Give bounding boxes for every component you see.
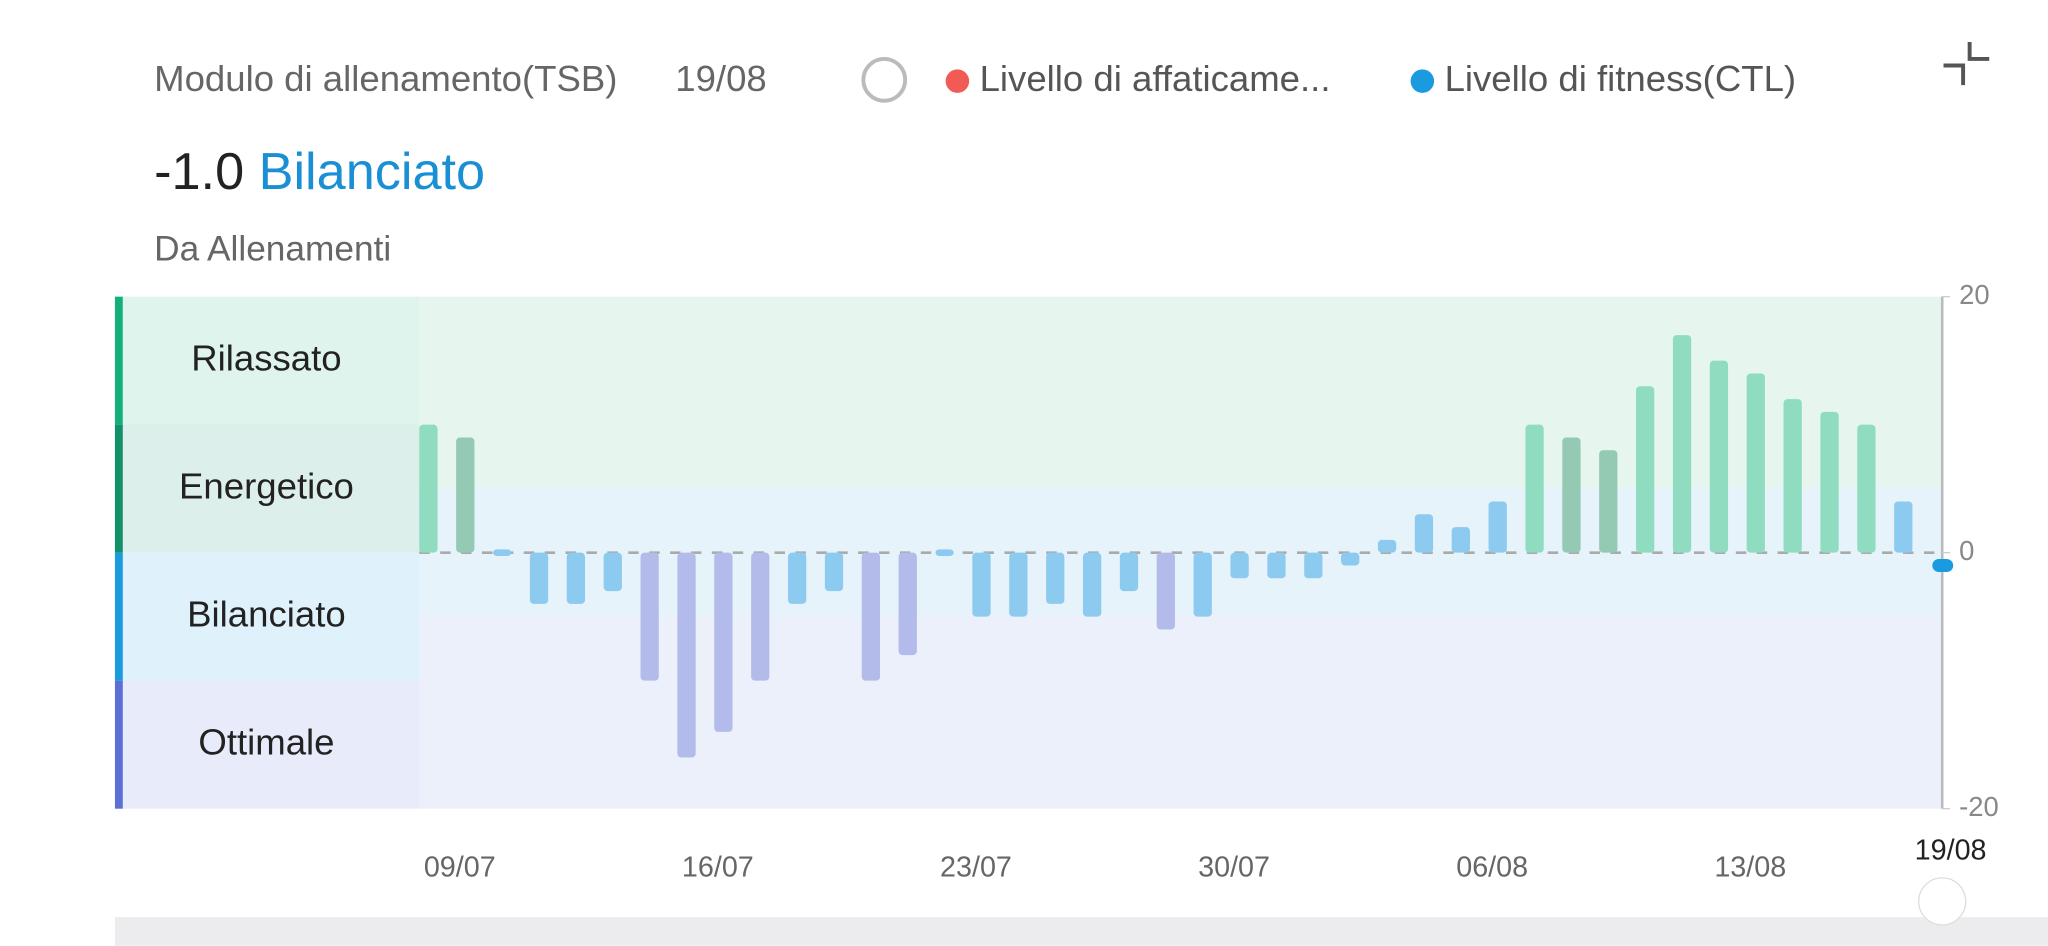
bar bbox=[419, 424, 438, 553]
bar bbox=[1046, 552, 1065, 604]
bar bbox=[1156, 552, 1175, 630]
tsb-status: Bilanciato bbox=[259, 143, 486, 201]
scroll-handle[interactable] bbox=[1918, 877, 1967, 926]
x-tick-label: 23/07 bbox=[940, 851, 1012, 883]
zone-strip bbox=[114, 680, 123, 809]
bar bbox=[456, 437, 475, 553]
legend-label[interactable]: Livello di fitness(CTL) bbox=[1445, 58, 1797, 99]
zone-strip bbox=[114, 552, 123, 681]
bar bbox=[1304, 552, 1323, 579]
y-tick-label: 0 bbox=[1959, 535, 1974, 566]
bar bbox=[861, 552, 881, 681]
bar bbox=[1525, 424, 1544, 553]
bar bbox=[935, 549, 954, 556]
bar bbox=[1894, 501, 1913, 553]
band bbox=[419, 615, 1943, 809]
bar bbox=[1599, 450, 1618, 553]
x-tick-label: 16/07 bbox=[682, 851, 754, 883]
bar bbox=[1746, 373, 1765, 553]
bar bbox=[824, 552, 844, 592]
bar bbox=[972, 552, 991, 617]
zone-bg bbox=[114, 424, 420, 553]
zone-strip bbox=[114, 424, 123, 553]
bar bbox=[603, 552, 622, 592]
bar bbox=[751, 552, 770, 681]
bar bbox=[1193, 552, 1212, 617]
current-marker bbox=[1932, 558, 1954, 573]
bar bbox=[1119, 552, 1139, 592]
bar bbox=[1377, 539, 1397, 553]
collapse-icon[interactable] bbox=[1943, 41, 1990, 86]
legend-dot bbox=[945, 69, 970, 93]
zone-bg bbox=[114, 552, 420, 681]
bar bbox=[1709, 360, 1729, 553]
legend-label[interactable]: Livello di affaticame... bbox=[980, 58, 1331, 99]
x-tick-label: 06/08 bbox=[1456, 851, 1528, 883]
x-tick-label: 13/08 bbox=[1714, 851, 1786, 883]
bar bbox=[898, 552, 917, 656]
bar bbox=[1562, 437, 1581, 553]
x-tick-label: 19/08 bbox=[1915, 834, 1987, 866]
zone-label: Ottimale bbox=[198, 721, 334, 762]
bar bbox=[1783, 399, 1802, 553]
bar bbox=[677, 552, 696, 758]
bar bbox=[640, 552, 659, 681]
x-tick-label: 30/07 bbox=[1198, 851, 1270, 883]
toggle[interactable] bbox=[861, 56, 908, 103]
x-tick-label: 09/07 bbox=[424, 851, 496, 883]
bar bbox=[1267, 552, 1286, 579]
bar bbox=[1230, 552, 1249, 579]
date: 19/08 bbox=[675, 58, 767, 99]
bar bbox=[1488, 501, 1507, 553]
zone-label: Rilassato bbox=[191, 337, 341, 378]
bar bbox=[1636, 386, 1655, 553]
title: Modulo di allenamento(TSB) bbox=[154, 58, 617, 99]
bar bbox=[493, 549, 512, 556]
bar bbox=[1451, 527, 1470, 553]
bar bbox=[1009, 552, 1028, 617]
y-tick-label: 20 bbox=[1959, 279, 1989, 310]
bar bbox=[787, 552, 807, 604]
bar bbox=[1341, 552, 1360, 566]
zone-label: Energetico bbox=[179, 465, 354, 506]
zone-bg bbox=[114, 680, 420, 809]
zone-bg bbox=[114, 296, 420, 425]
bar bbox=[1414, 514, 1434, 553]
bar bbox=[566, 552, 586, 604]
bar bbox=[1672, 335, 1692, 553]
bar bbox=[714, 552, 733, 732]
source: Da Allenamenti bbox=[154, 229, 391, 268]
legend-dot bbox=[1410, 69, 1435, 93]
y-tick-label: -20 bbox=[1959, 791, 1999, 822]
zone-label: Bilanciato bbox=[187, 593, 346, 634]
bar bbox=[1082, 552, 1102, 617]
bar bbox=[529, 552, 549, 604]
scroll-track bbox=[114, 917, 2048, 946]
bar bbox=[1857, 424, 1876, 553]
zone-strip bbox=[114, 296, 123, 425]
tsb-value: -1.0 bbox=[154, 143, 244, 201]
bar bbox=[1820, 411, 1839, 553]
